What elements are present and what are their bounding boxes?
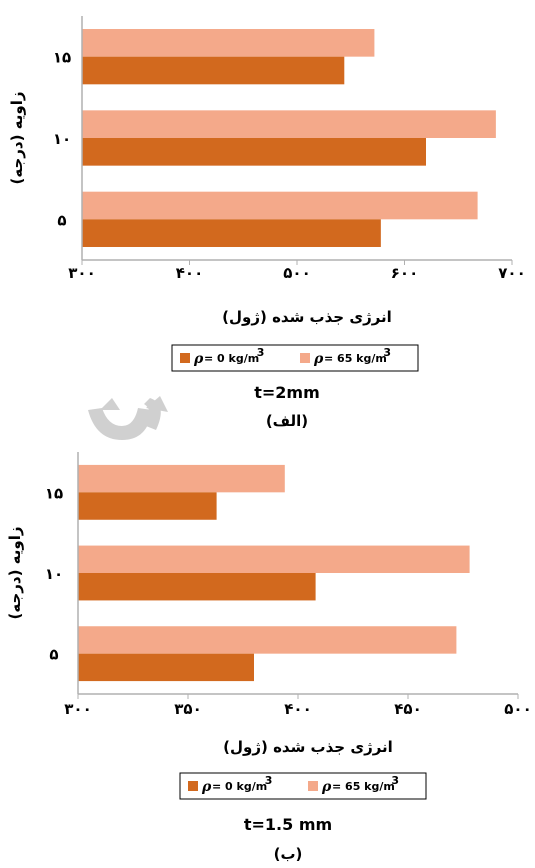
x-tick-label: ۳۰۰	[64, 700, 91, 718]
legend-symbol: ρ	[313, 351, 324, 367]
category-label: ۵	[49, 646, 58, 664]
x-tick-label: ۵۰۰	[283, 264, 310, 282]
category-label: ۵	[57, 211, 66, 229]
chart-subtitle: (الف)	[266, 412, 308, 430]
x-tick-label: ۵۰۰	[504, 700, 531, 718]
x-axis-title: انرژی جذب شده (ژول)	[223, 738, 393, 756]
legend: ρ = 0 kg/m3 ρ = 65 kg/m3	[171, 344, 419, 372]
legend-swatch-series0	[180, 353, 190, 363]
legend: ρ = 0 kg/m3 ρ = 65 kg/m3	[179, 772, 427, 800]
legend-symbol: ρ	[193, 351, 204, 367]
bar-series1-cat2	[78, 464, 285, 493]
category-label: ۱۵	[53, 49, 71, 67]
x-axis-title: انرژی جذب شده (ژول)	[222, 308, 392, 326]
x-tick-label: ۴۵۰	[394, 700, 421, 718]
x-tick-label: ۷۰۰	[498, 264, 525, 282]
legend-swatch-series1	[300, 353, 310, 363]
watermark-logo	[88, 396, 168, 440]
y-axis-title: زاویه (درجه)	[8, 91, 26, 184]
x-tick-label: ۶۰۰	[391, 264, 418, 282]
legend-symbol: ρ	[201, 779, 212, 795]
bar-series1-cat0	[82, 191, 478, 220]
bar-series0-cat2	[78, 492, 217, 520]
legend-label: = 65 kg/m	[324, 352, 387, 365]
category-label: ۱۰	[45, 565, 63, 583]
chart-subtitle: (ب)	[274, 845, 303, 863]
legend-box	[171, 344, 419, 372]
category-label: ۱۵	[45, 484, 63, 502]
bar-series0-cat1	[82, 138, 426, 166]
bar-series0-cat2	[82, 56, 345, 85]
x-tick-label: ۳۵۰	[174, 700, 201, 718]
x-tick-label: ۴۰۰	[176, 264, 203, 282]
legend-superscript: 3	[383, 346, 391, 359]
legend-label: = 65 kg/m	[332, 780, 395, 793]
legend-swatch-series0	[188, 781, 198, 791]
legend-label: = 0 kg/m	[212, 780, 267, 793]
category-label: ۱۰	[53, 130, 71, 148]
bar-series1-cat1	[78, 545, 470, 573]
legend-superscript: 3	[391, 774, 399, 787]
x-tick-label: ۳۰۰	[68, 264, 95, 282]
legend-swatch-series1	[308, 781, 318, 791]
chart-title: t=1.5 mm	[244, 815, 332, 834]
chart-title: t=2mm	[254, 383, 320, 402]
chart-top: ۵ ۱۰ ۱۵ ۳۰۰ ۴۰۰ ۵۰۰ ۶۰۰ ۷۰۰ انرژی جذب شده (ژول) ز…	[8, 16, 526, 430]
bar-series0-cat0	[78, 653, 254, 682]
legend-superscript: 3	[265, 774, 273, 787]
legend-label: = 0 kg/m	[204, 352, 259, 365]
legend-symbol: ρ	[321, 779, 332, 795]
bar-series1-cat0	[78, 626, 457, 654]
chart-bottom: ۵ ۱۰ ۱۵ ۳۰۰ ۳۵۰ ۴۰۰ ۴۵۰ ۵۰۰ انرژی جذب شده (ژول) ز…	[6, 452, 532, 863]
bar-series1-cat1	[82, 110, 496, 138]
bar-series0-cat0	[82, 219, 381, 247]
y-axis-title: زاویه (درجه)	[6, 526, 24, 619]
bar-series1-cat2	[82, 29, 375, 57]
bar-series0-cat1	[78, 573, 316, 601]
x-tick-label: ۴۰۰	[284, 700, 311, 718]
legend-superscript: 3	[257, 346, 265, 359]
legend-box	[179, 772, 427, 800]
